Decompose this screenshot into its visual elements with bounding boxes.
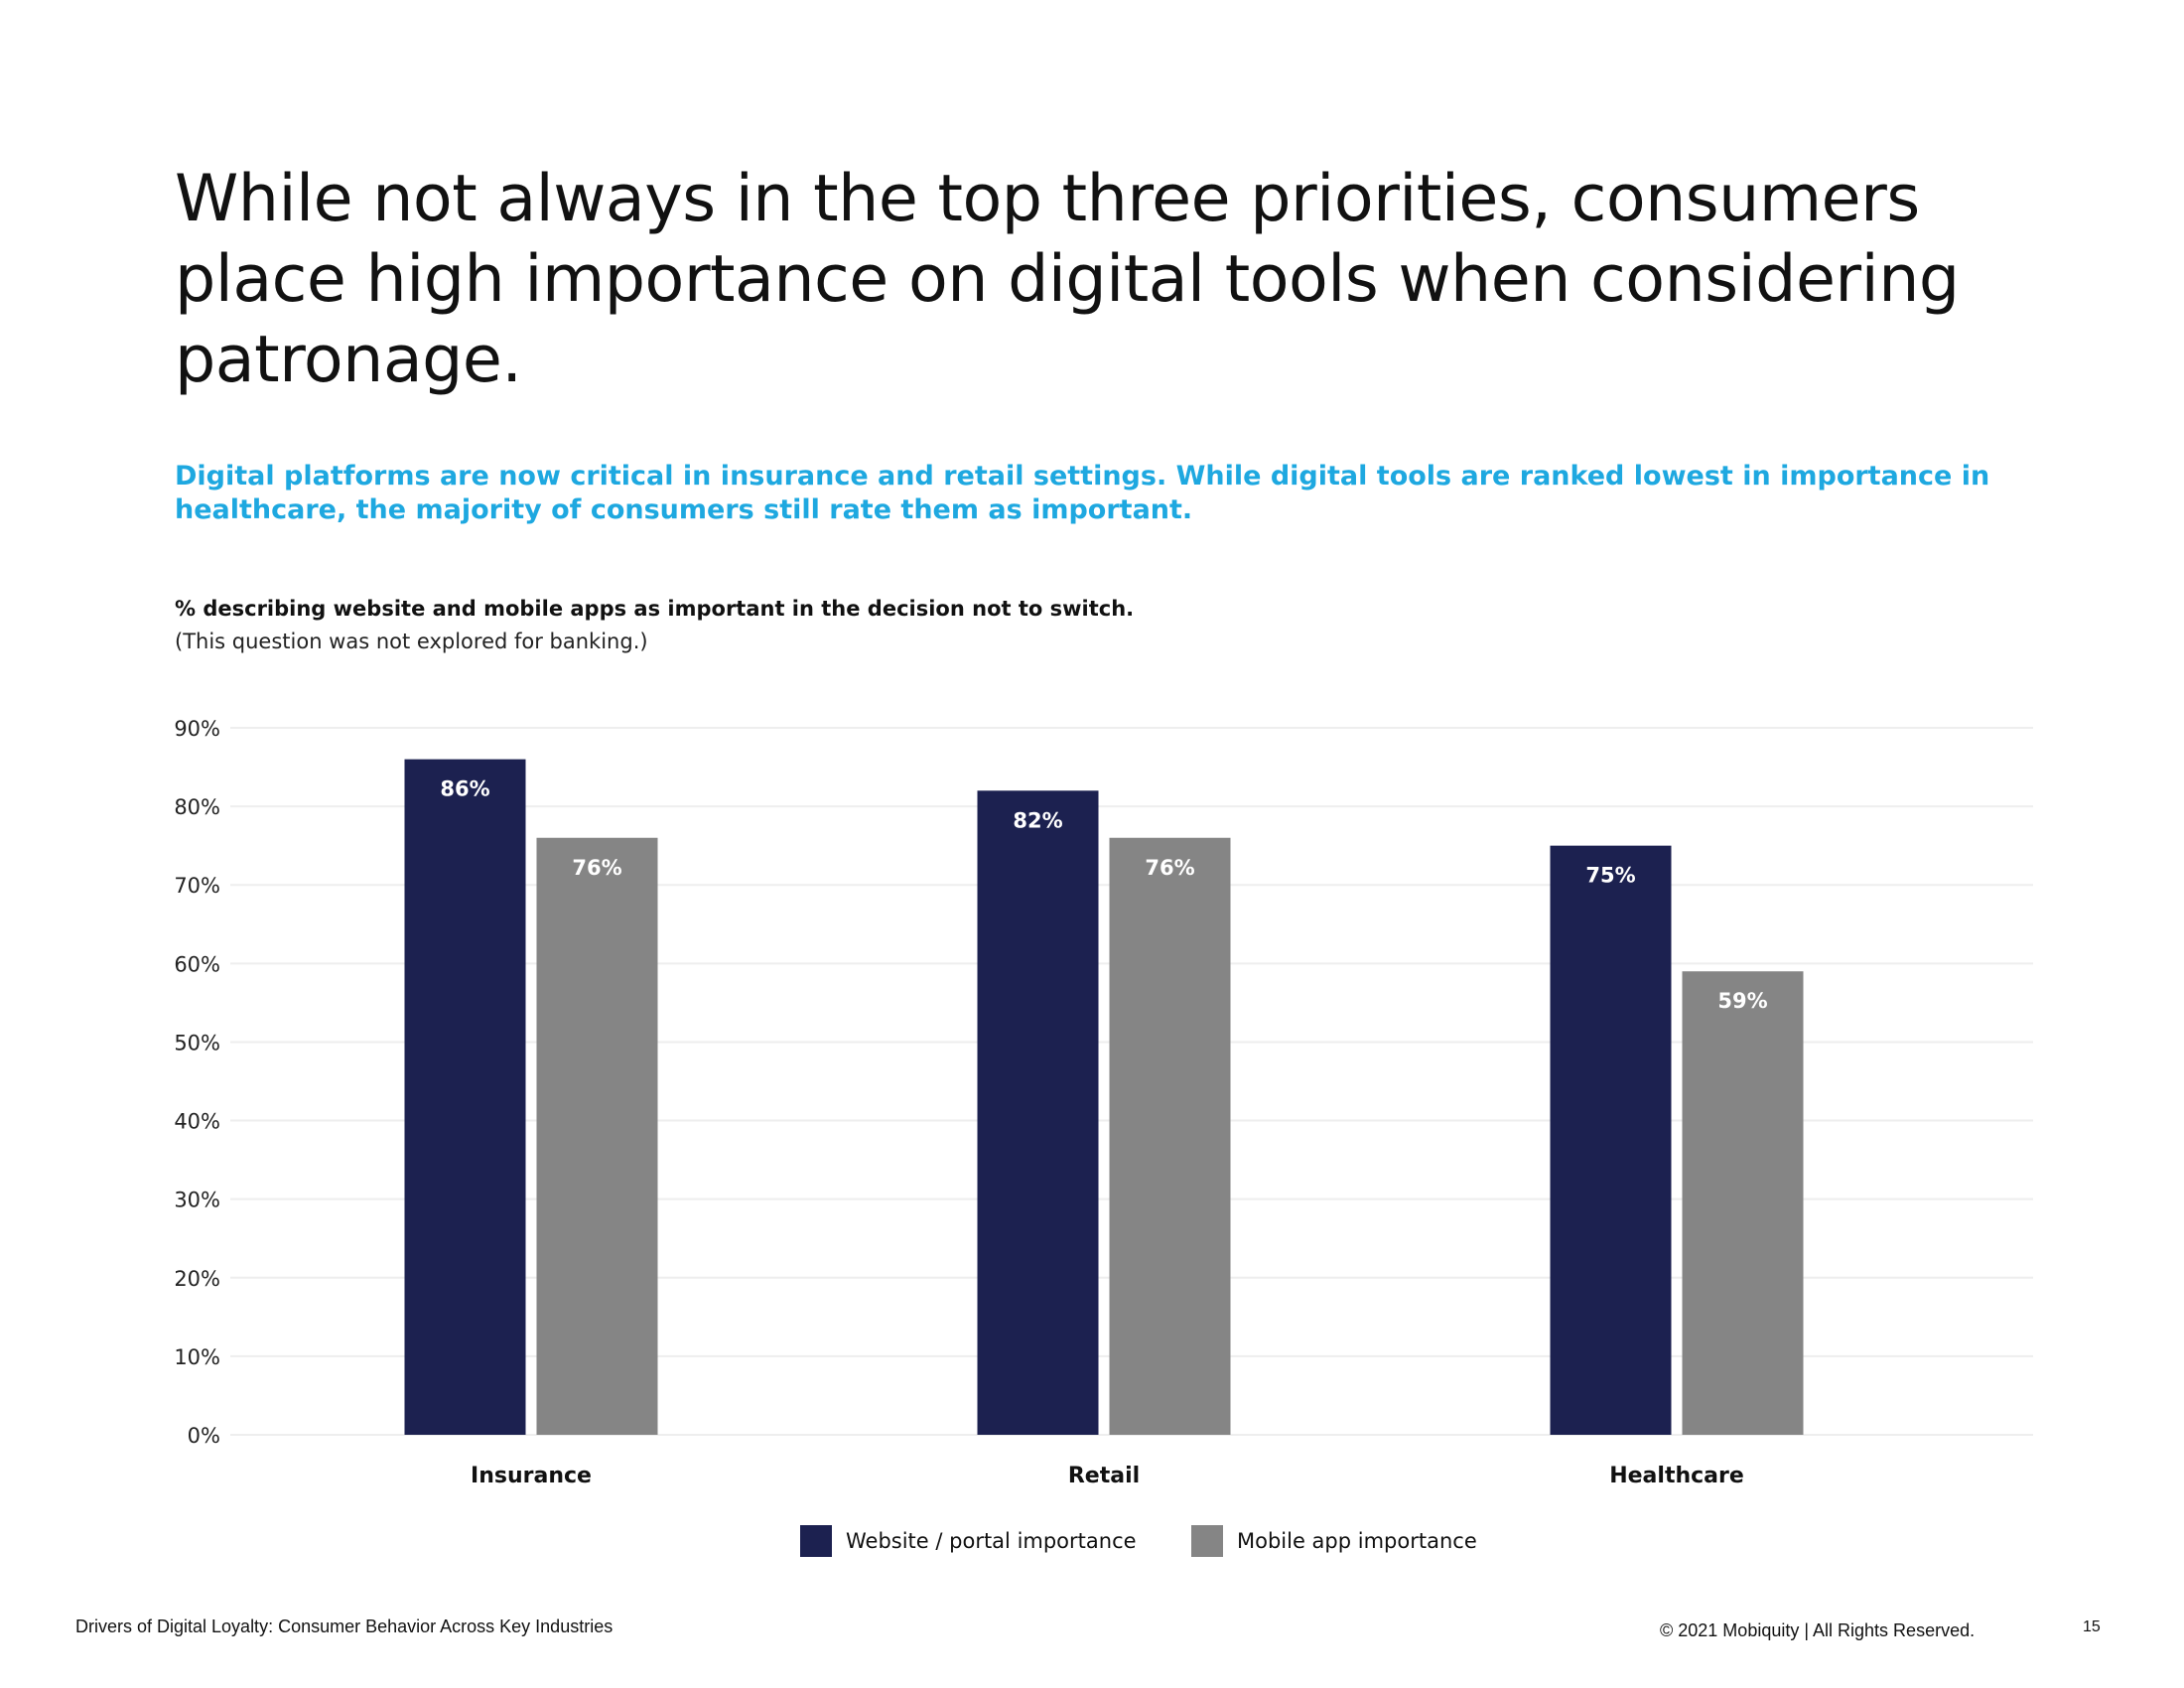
bar-mobile-healthcare xyxy=(1682,971,1804,1435)
y-axis-ticks: 0% 10% 20% 30% 40% 50% 60% 70% 80% 90% xyxy=(174,717,220,1448)
page-title: While not always in the top three priori… xyxy=(175,162,1960,397)
bar-data-labels: 86% 76% 82% 76% 75% 59% xyxy=(440,777,1767,1014)
legend-item-mobile: Mobile app importance xyxy=(1191,1525,1477,1557)
y-tick-label: 50% xyxy=(174,1031,220,1055)
footer-document-title: Drivers of Digital Loyalty: Consumer Beh… xyxy=(75,1617,614,1636)
bar-website-insurance xyxy=(404,759,526,1435)
x-axis-ticks: Insurance Retail Healthcare xyxy=(471,1464,1744,1488)
bar-mobile-retail xyxy=(1109,837,1231,1435)
page-number: 15 xyxy=(2083,1618,2101,1635)
chart-note: (This question was not explored for bank… xyxy=(175,630,648,653)
y-tick-label: 10% xyxy=(174,1345,220,1369)
data-label-website-retail: 82% xyxy=(1013,808,1062,832)
footer-copyright: © 2021 Mobiquity | All Rights Reserved. xyxy=(1660,1620,1976,1640)
bar-mobile-insurance xyxy=(536,837,658,1435)
y-tick-label: 80% xyxy=(174,795,220,819)
x-tick-label-healthcare: Healthcare xyxy=(1609,1464,1744,1488)
legend-label-website: Website / portal importance xyxy=(846,1529,1137,1553)
y-tick-label: 60% xyxy=(174,952,220,976)
data-label-mobile-insurance: 76% xyxy=(572,856,621,880)
bar-website-retail xyxy=(977,790,1099,1435)
legend-item-website: Website / portal importance xyxy=(800,1525,1137,1557)
legend-swatch-website xyxy=(800,1525,832,1557)
bar-website-healthcare xyxy=(1550,845,1672,1435)
x-tick-label-retail: Retail xyxy=(1068,1464,1140,1488)
y-tick-label: 20% xyxy=(174,1267,220,1291)
chart-caption: % describing website and mobile apps as … xyxy=(175,597,1135,621)
x-tick-label-insurance: Insurance xyxy=(471,1464,592,1488)
legend-label-mobile: Mobile app importance xyxy=(1237,1529,1477,1553)
data-label-website-healthcare: 75% xyxy=(1585,864,1635,888)
y-tick-label: 0% xyxy=(188,1424,220,1448)
y-tick-label: 30% xyxy=(174,1189,220,1212)
chart-bars xyxy=(404,759,1804,1435)
data-label-mobile-retail: 76% xyxy=(1145,856,1194,880)
y-tick-label: 70% xyxy=(174,874,220,898)
y-tick-label: 90% xyxy=(174,717,220,741)
page-subtitle: Digital platforms are now critical in in… xyxy=(175,461,1990,525)
data-label-mobile-healthcare: 59% xyxy=(1717,989,1767,1013)
y-tick-label: 40% xyxy=(174,1110,220,1134)
data-label-website-insurance: 86% xyxy=(440,777,489,801)
legend-swatch-mobile xyxy=(1191,1525,1223,1557)
